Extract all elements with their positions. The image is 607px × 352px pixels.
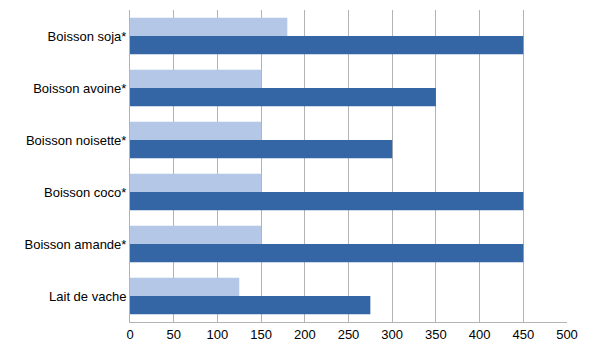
svg-text:100: 100 [207,327,229,342]
svg-text:450: 450 [512,327,534,342]
svg-text:300: 300 [381,327,403,342]
svg-text:150: 150 [250,327,272,342]
svg-text:0: 0 [126,327,133,342]
svg-text:Lait de vache: Lait de vache [49,289,126,304]
svg-text:Boisson coco*: Boisson coco* [44,185,126,200]
svg-text:350: 350 [425,327,447,342]
svg-text:Boisson soja*: Boisson soja* [48,29,127,44]
svg-text:500: 500 [556,327,578,342]
svg-text:Boisson avoine*: Boisson avoine* [33,81,126,96]
svg-text:400: 400 [469,327,491,342]
svg-text:Boisson noisette*: Boisson noisette* [26,133,126,148]
svg-text:250: 250 [338,327,360,342]
svg-text:Boisson amande*: Boisson amande* [24,237,126,252]
svg-text:200: 200 [294,327,316,342]
svg-text:50: 50 [166,327,180,342]
